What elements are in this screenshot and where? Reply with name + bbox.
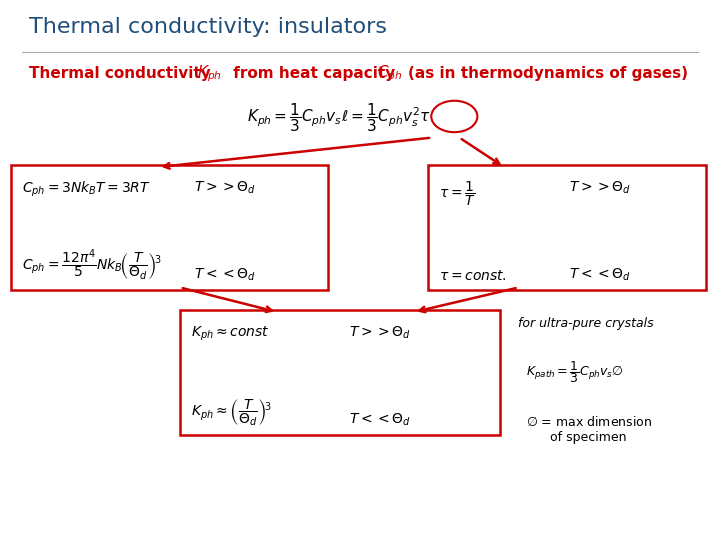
Text: CERN: CERN [22,511,41,516]
Text: $C_{ph} = \dfrac{12\pi^4}{5}Nk_B\!\left(\dfrac{T}{\Theta_d}\right)^{\!3}$: $C_{ph} = \dfrac{12\pi^4}{5}Nk_B\!\left(… [22,247,161,282]
FancyBboxPatch shape [11,165,328,290]
Text: (as in thermodynamics of gases): (as in thermodynamics of gases) [408,66,688,81]
Text: $\tau = \dfrac{1}{T}$: $\tau = \dfrac{1}{T}$ [439,179,476,208]
Text: $T >> \Theta_d$: $T >> \Theta_d$ [194,179,256,196]
Text: $K_{ph} = \dfrac{1}{3}C_{ph}v_s\ell = \dfrac{1}{3}C_{ph}v_s^2\tau$: $K_{ph} = \dfrac{1}{3}C_{ph}v_s\ell = \d… [247,102,430,134]
Text: CAS Vacuum 2017 - S.C.: CAS Vacuum 2017 - S.C. [364,511,500,521]
Text: $\tau = const.$: $\tau = const.$ [439,268,507,282]
Text: $K_{ph}$: $K_{ph}$ [197,63,221,84]
FancyBboxPatch shape [428,165,706,290]
Text: Properties II: Thermal & Electrical: Properties II: Thermal & Electrical [65,511,252,521]
Text: $K_{path} = \dfrac{1}{3}C_{ph}v_s\varnothing$: $K_{path} = \dfrac{1}{3}C_{ph}v_s\varnot… [526,359,624,385]
FancyBboxPatch shape [180,309,500,435]
Text: $T << \Theta_d$: $T << \Theta_d$ [194,266,256,282]
Text: $\varnothing$ = max dimension
      of specimen: $\varnothing$ = max dimension of specime… [526,415,652,444]
Text: for ultra-pure crystals: for ultra-pure crystals [518,317,654,330]
Text: $K_{ph} \approx const$: $K_{ph} \approx const$ [191,325,270,342]
Text: Thermal conductivity: insulators: Thermal conductivity: insulators [29,17,387,37]
Text: $T << \Theta_d$: $T << \Theta_d$ [569,266,631,282]
Text: $C_{ph}$: $C_{ph}$ [377,63,402,84]
Text: 38: 38 [670,511,684,521]
Text: $K_{ph} \approx \left(\dfrac{T}{\Theta_d}\right)^{\!3}$: $K_{ph} \approx \left(\dfrac{T}{\Theta_d… [191,397,272,428]
Text: $T >> \Theta_d$: $T >> \Theta_d$ [349,325,411,341]
Text: $T >> \Theta_d$: $T >> \Theta_d$ [569,179,631,196]
Text: Thermal conductivity: Thermal conductivity [29,66,216,81]
Text: from heat capacity: from heat capacity [228,66,400,81]
Text: $C_{ph} = 3Nk_BT = 3RT$: $C_{ph} = 3Nk_BT = 3RT$ [22,179,150,199]
Text: $T << \Theta_d$: $T << \Theta_d$ [349,411,411,428]
